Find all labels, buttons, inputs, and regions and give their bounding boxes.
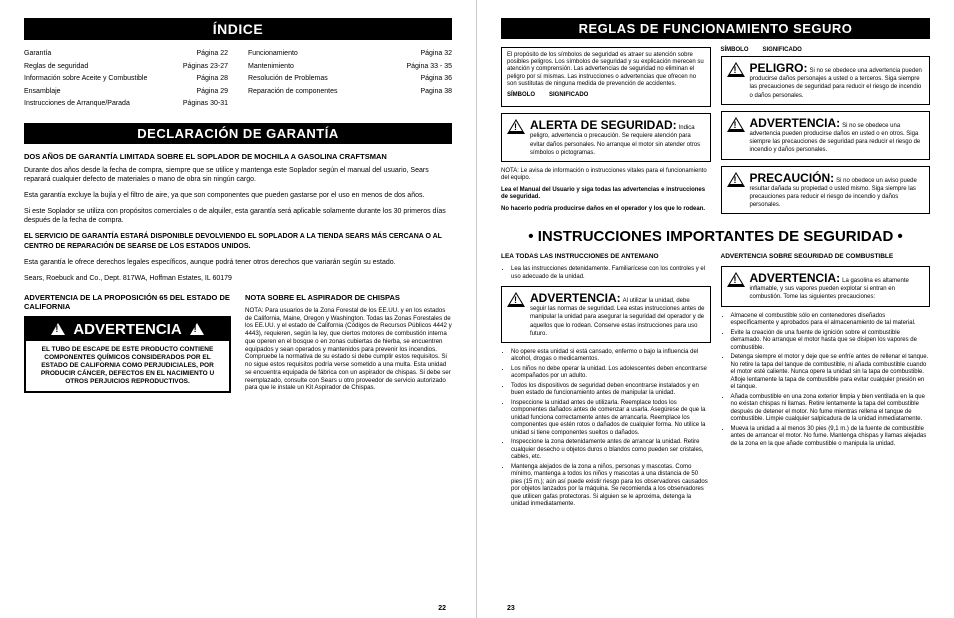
prop65-header: ADVERTENCIA DE LA PROPOSICIÓN 65 DEL EST… xyxy=(24,293,231,311)
list-item: Mantenga alejados de la zona a niños, pe… xyxy=(511,464,711,509)
advertencia-title: ADVERTENCIA xyxy=(73,321,181,338)
indice-page: Página 29 xyxy=(196,86,228,99)
instrucciones-header: • INSTRUCCIONES IMPORTANTES DE SEGURIDAD… xyxy=(501,228,930,245)
list-item: Lea las instrucciones detenidamente. Fam… xyxy=(511,266,711,281)
indice-item: Funcionamiento xyxy=(248,48,298,61)
list-item: Inspeccione la unidad antes de utilizarl… xyxy=(511,400,711,438)
simbolo-label: SÍMBOLO xyxy=(721,47,749,53)
precaucion-box: PRECAUCIÓN: Si no obedece un aviso puede… xyxy=(721,166,931,215)
page-left: ÍNDICE Garantía Página 22 Reglas de segur… xyxy=(0,0,477,618)
warranty-para: Esta garantía excluye la bujía y el filt… xyxy=(24,191,452,200)
advertencia-box-header: ADVERTENCIA xyxy=(26,318,229,341)
list-item: Detenga siempre el motor y deje que se e… xyxy=(731,354,931,392)
significado-label: SIGNIFICADO xyxy=(763,47,802,53)
lea-header: LEA TODAS LAS INSTRUCCIONES DE ANTEMANO xyxy=(501,253,711,261)
advertencia-box: ADVERTENCIA EL TUBO DE ESCAPE DE ESTE PR… xyxy=(24,316,231,394)
reglas-header: REGLAS DE FUNCIONAMIENTO SEGURO xyxy=(501,18,930,39)
indice-item: Reglas de seguridad xyxy=(24,61,88,74)
page-number: 23 xyxy=(507,605,515,612)
warranty-title: DOS AÑOS DE GARANTÍA LIMITADA SOBRE EL S… xyxy=(24,152,452,161)
indice-item: Resolución de Problemas xyxy=(248,73,328,86)
nota-header: NOTA SOBRE EL ASPIRADOR DE CHISPAS xyxy=(245,293,452,302)
significado-label: SIGNIFICADO xyxy=(549,92,588,99)
page-right: REGLAS DE FUNCIONAMIENTO SEGURO El propó… xyxy=(477,0,954,618)
fuel-list: Almacene el combustible sólo en contened… xyxy=(721,313,931,449)
warranty-para: Si este Soplador se utiliza con propósit… xyxy=(24,207,452,225)
list-item: Añada combustible en una zona exterior l… xyxy=(731,394,931,424)
list-item: Mueva la unidad a al menos 30 pies (9,1 … xyxy=(731,426,931,449)
page-number: 22 xyxy=(438,605,446,612)
list-item: No opere esta unidad si está cansado, en… xyxy=(511,349,711,364)
indice-page: Páginas 23-27 xyxy=(183,61,228,74)
document-spread: ÍNDICE Garantía Página 22 Reglas de segur… xyxy=(0,0,954,618)
intro-text: El propósito de los símbolos de segurida… xyxy=(507,52,705,88)
advertencia-box: ADVERTENCIA: Si no se obedece una advert… xyxy=(721,111,931,160)
indice-item: Reparación de componentes xyxy=(248,86,338,99)
lea-line: Lea el Manual del Usuario y siga todas l… xyxy=(501,187,711,201)
warning-triangle-icon xyxy=(727,272,745,287)
intro-box: El propósito de los símbolos de segurida… xyxy=(501,47,711,107)
indice-item: Información sobre Aceite y Combustible xyxy=(24,73,147,86)
declaracion-header: DECLARACIÓN DE GARANTÍA xyxy=(24,123,452,144)
peligro-box: PELIGRO: Si no se obedece una advertenci… xyxy=(721,56,931,105)
indice-page: Página 33 - 35 xyxy=(406,61,452,74)
indice-page: Pagina 38 xyxy=(420,86,452,99)
list-item: Inspeccione la zona detenidamente antes … xyxy=(511,439,711,462)
warranty-address: Sears, Roebuck and Co., Dept. 817WA, Hof… xyxy=(24,274,452,283)
safety-list: No opere esta unidad si está cansado, en… xyxy=(501,349,711,509)
simbolo-label: SÍMBOLO xyxy=(507,92,535,99)
advertencia-box: ADVERTENCIA: Al utilizar la unidad, debe… xyxy=(501,286,711,343)
list-item: Almacene el combustible sólo en contened… xyxy=(731,313,931,328)
lea-line: No hacerlo podría producirse daños en el… xyxy=(501,206,711,213)
indice-item: Mantenimiento xyxy=(248,61,294,74)
indice-page: Páginas 30-31 xyxy=(183,98,228,111)
peligro-title: PELIGRO: xyxy=(750,61,808,75)
combustible-header: ADVERTENCIA SOBRE SEGURIDAD DE COMBUSTIB… xyxy=(721,253,931,261)
warranty-para: Durante dos años desde la fecha de compr… xyxy=(24,166,452,184)
precaucion-title: PRECAUCIÓN: xyxy=(750,171,835,185)
indice-item: Ensamblaje xyxy=(24,86,61,99)
warning-triangle-icon xyxy=(507,292,525,307)
warning-triangle-icon xyxy=(190,323,204,335)
warning-triangle-icon xyxy=(727,172,745,187)
warranty-para: EL SERVICIO DE GARANTÍA ESTARÁ DISPONIBL… xyxy=(24,232,452,250)
indice-table: Garantía Página 22 Reglas de seguridad Pág… xyxy=(24,48,452,111)
alerta-title: ALERTA DE SEGURIDAD: xyxy=(530,118,677,132)
advertencia-body: EL TUBO DE ESCAPE DE ESTE PRODUCTO CONTI… xyxy=(26,341,229,392)
warranty-para: Esta garantía le ofrece derechos legales… xyxy=(24,258,452,267)
warning-triangle-icon xyxy=(727,117,745,132)
advertencia-title: ADVERTENCIA: xyxy=(750,271,841,285)
indice-page: Página 36 xyxy=(420,73,452,86)
indice-page: Página 22 xyxy=(196,48,228,61)
warning-triangle-icon xyxy=(727,62,745,77)
list-item: Los niños no debe operar la unidad. Los … xyxy=(511,366,711,381)
warning-triangle-icon xyxy=(507,119,525,134)
advertencia-title: ADVERTENCIA: xyxy=(530,291,621,305)
nota-line: NOTA: Le avisa de información o instrucc… xyxy=(501,168,711,182)
list-item: Todos los dispositivos de seguridad debe… xyxy=(511,383,711,398)
indice-page: Página 28 xyxy=(196,73,228,86)
alerta-seguridad-box: ALERTA DE SEGURIDAD: Indica peligro, adv… xyxy=(501,113,711,162)
nota-body: NOTA: Para usuarios de la Zona Forestal … xyxy=(245,307,452,392)
indice-page: Página 32 xyxy=(420,48,452,61)
advertencia-box: ADVERTENCIA: La gasolina es altamente in… xyxy=(721,266,931,307)
list-item: Evite la creación de una fuente de ignic… xyxy=(731,330,931,353)
indice-header: ÍNDICE xyxy=(24,18,452,40)
advertencia-title: ADVERTENCIA: xyxy=(750,116,841,130)
warning-triangle-icon xyxy=(51,323,65,335)
indice-item: Garantía xyxy=(24,48,51,61)
indice-item: Instrucciones de Arranque/Parada xyxy=(24,98,130,111)
